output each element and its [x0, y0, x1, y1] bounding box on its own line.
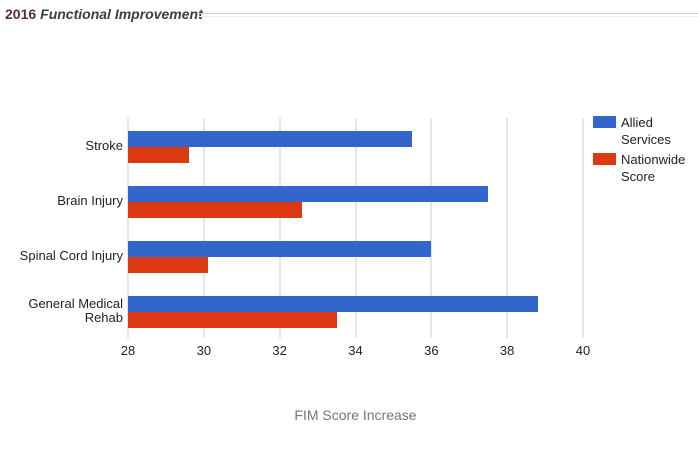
- legend-item-allied-services[interactable]: Allied Services: [593, 114, 695, 148]
- category-label-general-medical-rehab: General Medical Rehab: [28, 295, 123, 325]
- category-label-brain-injury: Brain Injury: [57, 192, 123, 208]
- legend-swatch-allied-services: [593, 116, 616, 128]
- legend-swatch-nationwide-score: [593, 153, 616, 165]
- bar-nationwide-score-general-medical-rehab[interactable]: [128, 312, 337, 328]
- gridline: [582, 118, 584, 338]
- bar-nationwide-score-brain-injury[interactable]: [128, 202, 303, 218]
- category-label-spinal-cord-injury: Spinal Cord Injury: [19, 247, 123, 263]
- legend-item-nationwide-score[interactable]: Nationwide Score: [593, 151, 695, 185]
- x-tick-label: 40: [575, 343, 591, 358]
- title-divider: [197, 13, 698, 17]
- bar-nationwide-score-spinal-cord-injury[interactable]: [128, 257, 208, 273]
- category-label-stroke: Stroke: [85, 137, 123, 153]
- gridline: [355, 118, 356, 338]
- gridline: [506, 118, 508, 338]
- x-tick-label: 38: [499, 343, 515, 358]
- title-year: 2016: [5, 6, 37, 22]
- y-axis-labels: Stroke Brain Injury Spinal Cord Injury Gene…: [0, 118, 123, 338]
- legend: Allied Services Nationwide Score: [593, 114, 695, 188]
- x-tick-label: 30: [196, 343, 212, 358]
- legend-label: Allied Services: [621, 115, 671, 147]
- x-tick-label: 32: [272, 343, 287, 358]
- bar-nationwide-score-stroke[interactable]: [128, 147, 189, 163]
- page-title: 2016 Functional Improvement: [5, 6, 203, 22]
- x-tick-label: 28: [120, 343, 136, 358]
- gridline: [279, 118, 281, 338]
- bar-allied-services-brain-injury[interactable]: [128, 186, 489, 202]
- x-tick-label: 36: [424, 343, 439, 358]
- legend-label: Nationwide Score: [621, 152, 686, 184]
- title-text: Functional Improvement: [40, 6, 203, 22]
- x-axis-title: FIM Score Increase: [294, 407, 417, 423]
- gridline: [203, 118, 205, 338]
- x-tick-label: 34: [348, 343, 363, 358]
- x-axis-labels: 28 30 32 34 36 38 40: [121, 343, 590, 359]
- bar-allied-services-stroke[interactable]: [128, 131, 413, 147]
- plot-area: [127, 118, 584, 338]
- gridline: [430, 118, 432, 338]
- bar-allied-services-general-medical-rehab[interactable]: [128, 296, 538, 312]
- bar-allied-services-spinal-cord-injury[interactable]: [128, 241, 432, 257]
- gridline: [127, 118, 129, 338]
